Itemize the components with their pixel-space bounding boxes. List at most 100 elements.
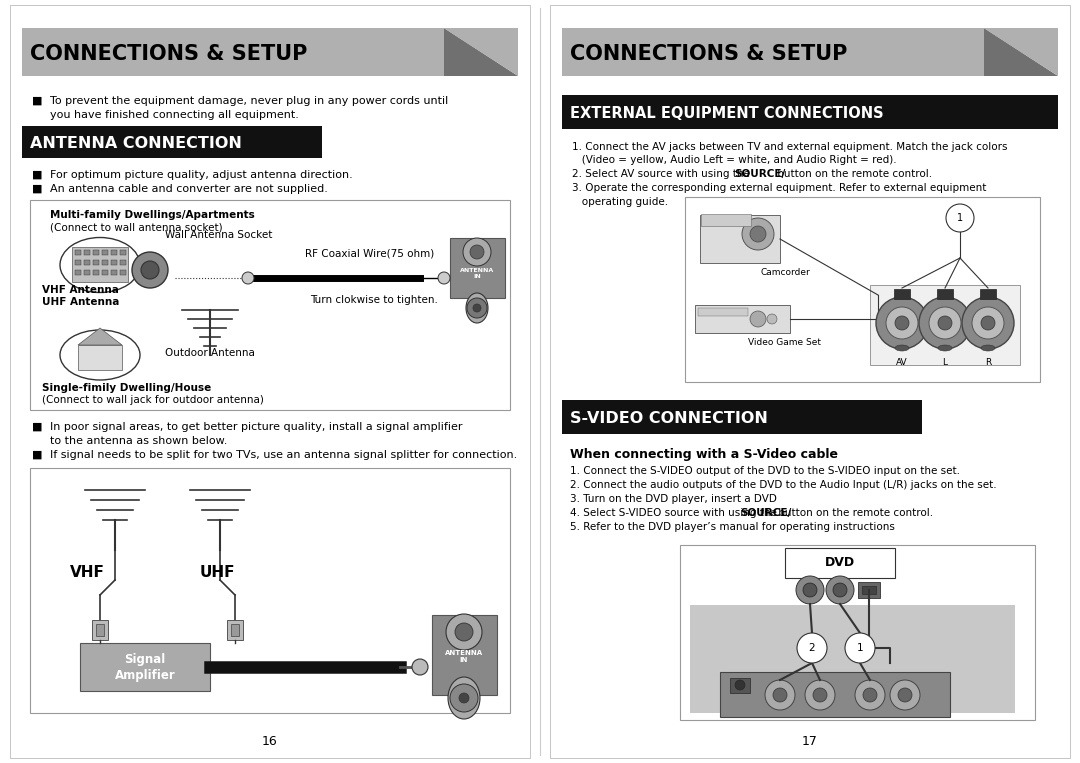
Circle shape xyxy=(962,297,1014,349)
FancyBboxPatch shape xyxy=(120,260,126,265)
Circle shape xyxy=(767,314,777,324)
FancyBboxPatch shape xyxy=(93,250,99,255)
Text: To prevent the equipment damage, never plug in any power cords until: To prevent the equipment damage, never p… xyxy=(50,96,448,106)
Text: 3. Operate the corresponding external equipment. Refer to external equipment: 3. Operate the corresponding external eq… xyxy=(572,183,986,193)
Text: Single-fimily Dwelling/House: Single-fimily Dwelling/House xyxy=(42,383,212,393)
Circle shape xyxy=(876,297,928,349)
FancyBboxPatch shape xyxy=(562,28,984,76)
Circle shape xyxy=(750,226,766,242)
Text: Camcorder: Camcorder xyxy=(760,268,810,277)
FancyBboxPatch shape xyxy=(680,545,1035,720)
FancyBboxPatch shape xyxy=(870,285,1020,365)
Circle shape xyxy=(929,307,961,339)
Text: ANTENNA CONNECTION: ANTENNA CONNECTION xyxy=(30,136,242,151)
FancyBboxPatch shape xyxy=(432,615,497,695)
FancyBboxPatch shape xyxy=(75,260,81,265)
FancyBboxPatch shape xyxy=(22,28,444,76)
FancyBboxPatch shape xyxy=(231,624,239,636)
Circle shape xyxy=(805,680,835,710)
Text: ANTENNA
IN: ANTENNA IN xyxy=(445,650,483,663)
Text: button on the remote control.: button on the remote control. xyxy=(774,169,932,179)
Circle shape xyxy=(981,316,995,330)
Ellipse shape xyxy=(981,345,995,351)
FancyBboxPatch shape xyxy=(730,678,750,693)
Circle shape xyxy=(765,680,795,710)
Polygon shape xyxy=(984,28,1058,76)
Circle shape xyxy=(473,304,481,312)
Text: Wall Antenna Socket: Wall Antenna Socket xyxy=(165,230,272,240)
Circle shape xyxy=(242,272,254,284)
FancyBboxPatch shape xyxy=(10,5,530,758)
FancyBboxPatch shape xyxy=(858,582,880,598)
Text: Multi-family Dwellings/Apartments: Multi-family Dwellings/Apartments xyxy=(50,210,255,220)
Text: operating guide.: operating guide. xyxy=(572,197,669,207)
FancyBboxPatch shape xyxy=(894,289,910,299)
FancyBboxPatch shape xyxy=(562,400,922,434)
Text: UHF: UHF xyxy=(200,565,235,580)
Circle shape xyxy=(735,680,745,690)
Ellipse shape xyxy=(895,345,909,351)
Ellipse shape xyxy=(939,345,951,351)
FancyBboxPatch shape xyxy=(120,250,126,255)
FancyBboxPatch shape xyxy=(102,270,108,275)
FancyBboxPatch shape xyxy=(111,270,117,275)
Ellipse shape xyxy=(60,237,140,292)
FancyBboxPatch shape xyxy=(111,250,117,255)
Circle shape xyxy=(972,307,1004,339)
Circle shape xyxy=(833,583,847,597)
Circle shape xyxy=(742,218,774,250)
FancyBboxPatch shape xyxy=(96,624,104,636)
FancyBboxPatch shape xyxy=(937,289,953,299)
Text: CONNECTIONS & SETUP: CONNECTIONS & SETUP xyxy=(30,44,308,64)
FancyBboxPatch shape xyxy=(120,270,126,275)
Ellipse shape xyxy=(448,677,480,719)
Text: SOURCE/: SOURCE/ xyxy=(740,508,792,518)
Text: to the antenna as shown below.: to the antenna as shown below. xyxy=(50,436,228,446)
Circle shape xyxy=(470,245,484,259)
FancyBboxPatch shape xyxy=(30,200,510,410)
Circle shape xyxy=(141,261,159,279)
Text: 2. Connect the audio outputs of the DVD to the Audio Input (L/R) jacks on the se: 2. Connect the audio outputs of the DVD … xyxy=(570,480,997,490)
FancyBboxPatch shape xyxy=(862,586,876,594)
FancyBboxPatch shape xyxy=(102,250,108,255)
FancyBboxPatch shape xyxy=(700,215,780,263)
FancyBboxPatch shape xyxy=(690,605,1015,713)
Ellipse shape xyxy=(60,330,140,380)
Text: S-VIDEO CONNECTION: S-VIDEO CONNECTION xyxy=(570,411,768,427)
Circle shape xyxy=(946,204,974,232)
Circle shape xyxy=(797,633,827,663)
Circle shape xyxy=(804,583,816,597)
Circle shape xyxy=(463,238,491,266)
Circle shape xyxy=(450,684,478,712)
Text: ■: ■ xyxy=(32,450,42,460)
Text: CONNECTIONS & SETUP: CONNECTIONS & SETUP xyxy=(570,44,848,64)
Text: 17: 17 xyxy=(802,735,818,748)
Text: For optimum picture quality, adjust antenna direction.: For optimum picture quality, adjust ante… xyxy=(50,170,353,180)
FancyBboxPatch shape xyxy=(92,620,108,640)
FancyBboxPatch shape xyxy=(550,5,1070,758)
FancyBboxPatch shape xyxy=(980,289,996,299)
Text: 2. Select AV source with using the: 2. Select AV source with using the xyxy=(572,169,753,179)
Circle shape xyxy=(438,272,450,284)
Circle shape xyxy=(919,297,971,349)
Text: VHF: VHF xyxy=(70,565,105,580)
Text: An antenna cable and converter are not supplied.: An antenna cable and converter are not s… xyxy=(50,184,328,194)
Circle shape xyxy=(939,316,951,330)
Text: 1: 1 xyxy=(957,213,963,223)
Circle shape xyxy=(886,307,918,339)
Text: If signal needs to be split for two TVs, use an antenna signal splitter for conn: If signal needs to be split for two TVs,… xyxy=(50,450,517,460)
Circle shape xyxy=(890,680,920,710)
Text: button on the remote control.: button on the remote control. xyxy=(775,508,933,518)
FancyBboxPatch shape xyxy=(75,270,81,275)
Circle shape xyxy=(773,688,787,702)
Text: DVD: DVD xyxy=(825,556,855,569)
Circle shape xyxy=(467,298,487,318)
FancyBboxPatch shape xyxy=(93,270,99,275)
Circle shape xyxy=(455,623,473,641)
Text: Signal
Amplifier: Signal Amplifier xyxy=(114,652,175,681)
Text: 1. Connect the S-VIDEO output of the DVD to the S-VIDEO input on the set.: 1. Connect the S-VIDEO output of the DVD… xyxy=(570,466,960,476)
Circle shape xyxy=(796,576,824,604)
Circle shape xyxy=(750,311,766,327)
FancyBboxPatch shape xyxy=(701,214,751,226)
Text: ■: ■ xyxy=(32,170,42,180)
